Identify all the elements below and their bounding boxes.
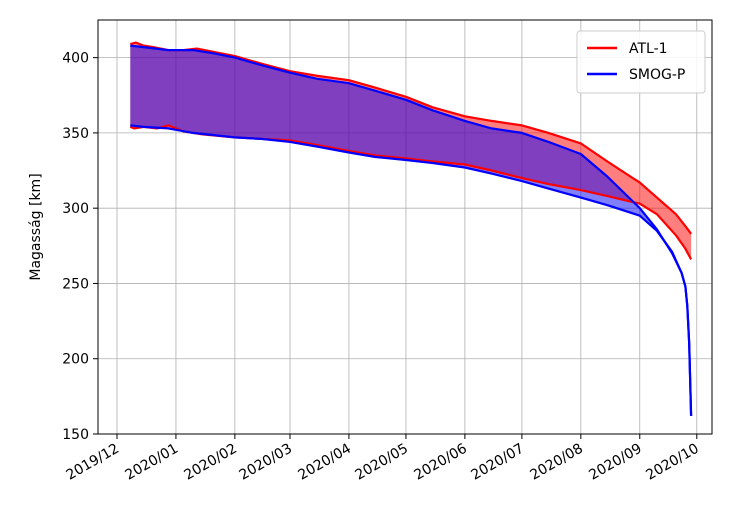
series-lower-line-smog-p: [130, 124, 693, 416]
y-tick-label: 300: [62, 201, 89, 217]
y-tick-label: 250: [62, 276, 89, 292]
legend: ATL-1 SMOG-P: [576, 30, 706, 94]
legend-box: [576, 30, 706, 94]
y-tick-label: 150: [62, 427, 89, 443]
series-layer: [129, 41, 693, 416]
y-tick-label: 350: [62, 126, 89, 142]
y-tick-label: 200: [62, 352, 89, 368]
y-tick-label: 400: [62, 51, 89, 67]
legend-label-atl-1: ATL-1: [629, 41, 668, 57]
y-axis-label: Magasság [km]: [28, 173, 44, 280]
legend-label-smog-p: SMOG-P: [629, 67, 685, 83]
series-band-smog-p: [130, 45, 692, 416]
plot-frame: [97, 19, 713, 435]
